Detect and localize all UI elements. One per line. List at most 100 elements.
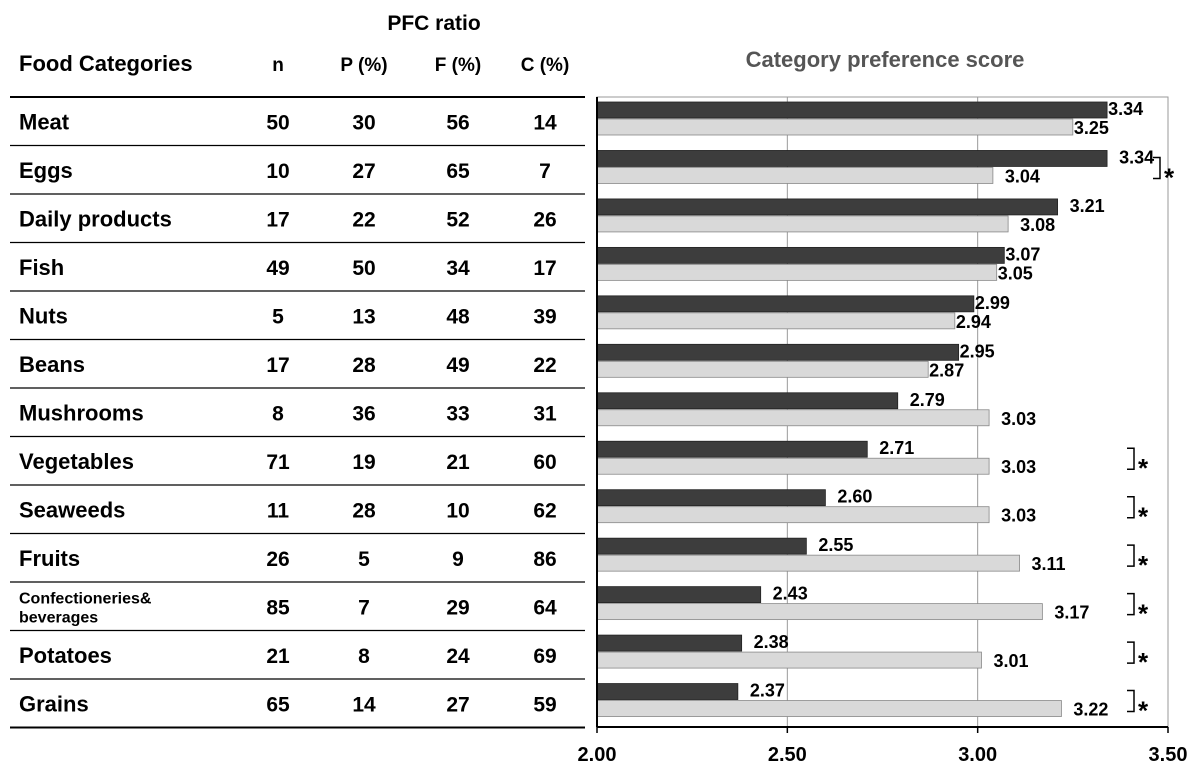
- significance-bracket: [1127, 641, 1135, 664]
- significance-bracket: [1127, 544, 1135, 567]
- bar-group: 2.71 3.03 *: [596, 438, 1149, 483]
- row-value-c: 26: [533, 208, 556, 231]
- row-value-n: 49: [266, 257, 289, 280]
- bar-series-2: [596, 312, 956, 330]
- row-value-f: 48: [446, 305, 470, 328]
- bar-label-series-2: 2.87: [929, 360, 964, 380]
- row-category-label: Mushrooms: [19, 400, 144, 425]
- significance-marker: *: [1138, 453, 1149, 483]
- row-value-p: 7: [358, 596, 370, 619]
- table-row: Vegetables 71 19 21 60: [19, 449, 557, 474]
- row-value-p: 27: [352, 160, 375, 183]
- row-value-c: 22: [533, 354, 556, 377]
- table-row: Nuts 5 13 48 39: [19, 303, 557, 328]
- row-category-label: Beans: [19, 352, 85, 377]
- row-category-label: Confectioneries& beverages: [19, 590, 152, 626]
- row-value-n: 10: [266, 160, 289, 183]
- bar-series-1: [596, 440, 868, 458]
- row-value-f: 21: [446, 451, 470, 474]
- bar-label-series-1: 2.79: [910, 390, 945, 410]
- table-row: Seaweeds 11 28 10 62: [19, 497, 557, 522]
- bar-label-series-2: 3.22: [1073, 700, 1108, 720]
- bar-series-2: [596, 506, 990, 524]
- row-value-c: 14: [533, 111, 557, 134]
- row-value-c: 7: [539, 160, 551, 183]
- row-category-label: Eggs: [19, 158, 73, 183]
- bar-label-series-1: 3.34: [1119, 147, 1154, 167]
- row-value-n: 71: [266, 451, 290, 474]
- table-row: Eggs 10 27 65 7: [19, 158, 551, 183]
- significance-bracket: [1153, 156, 1161, 180]
- row-value-p: 8: [358, 645, 370, 668]
- row-value-c: 59: [533, 693, 556, 716]
- row-category-label: Fish: [19, 255, 64, 280]
- bar-group: 2.992.94: [596, 293, 1010, 332]
- row-value-n: 65: [266, 693, 290, 716]
- row-value-n: 85: [266, 596, 290, 619]
- bar-series-2: [596, 263, 998, 281]
- bar-label-series-1: 2.95: [960, 341, 995, 361]
- chart-axes: 2.00 2.50 3.00 3.50: [578, 97, 1188, 766]
- table-row: Potatoes 21 8 24 69: [19, 643, 557, 668]
- table-row: Confectioneries& beverages 85 7 29 64: [19, 590, 557, 626]
- significance-marker: *: [1138, 599, 1149, 629]
- bar-group: 3.34 3.04 *: [596, 147, 1175, 192]
- row-value-c: 86: [533, 548, 556, 571]
- bar-group: 2.38 3.01 *: [596, 632, 1149, 677]
- bar-series-1: [596, 683, 739, 700]
- row-value-f: 65: [446, 160, 470, 183]
- significance-marker: *: [1164, 162, 1175, 192]
- row-category-label: Seaweeds: [19, 497, 125, 522]
- table-row: Fish 49 50 34 17: [19, 255, 557, 280]
- bar-group: 3.343.25: [596, 99, 1143, 138]
- significance-bracket: [1127, 592, 1135, 616]
- bar-label-series-1: 2.43: [773, 584, 808, 604]
- significance-bracket: [1127, 447, 1135, 470]
- row-value-p: 28: [352, 354, 376, 377]
- row-value-f: 9: [452, 548, 464, 571]
- row-value-f: 49: [446, 354, 469, 377]
- table-body: Meat 50 30 56 14 Eggs 10 27 65 7 Daily products 17 2…: [10, 96, 585, 729]
- bar-series-2: [596, 167, 994, 184]
- bar-series-2: [596, 554, 1020, 572]
- row-value-p: 14: [352, 693, 376, 716]
- row-value-p: 30: [352, 111, 375, 134]
- row-value-n: 8: [272, 402, 284, 425]
- bar-series-2: [596, 700, 1062, 717]
- row-value-n: 50: [266, 111, 289, 134]
- row-value-p: 36: [352, 402, 375, 425]
- bar-group: 2.60 3.03 *: [596, 487, 1149, 532]
- bar-label-series-1: 3.07: [1005, 244, 1040, 264]
- bar-label-series-2: 3.17: [1054, 603, 1089, 623]
- bar-series-1: [596, 295, 975, 313]
- bar-label-series-2: 3.03: [1001, 457, 1036, 477]
- bar-label-series-1: 3.21: [1070, 196, 1105, 216]
- bar-series-2: [596, 118, 1074, 136]
- table-row: Mushrooms 8 36 33 31: [19, 400, 557, 425]
- col-header-c: C (%): [521, 55, 570, 76]
- row-value-c: 31: [533, 402, 557, 425]
- significance-marker: *: [1138, 696, 1149, 726]
- bar-series-1: [596, 343, 960, 361]
- row-category-label: Meat: [19, 109, 70, 134]
- bar-group: 2.43 3.17 *: [596, 584, 1149, 629]
- row-value-f: 27: [446, 693, 469, 716]
- row-value-n: 5: [272, 305, 284, 328]
- row-category-label: Daily products: [19, 206, 172, 231]
- chart-bars: 3.343.253.343.04 *3.213.083.073.052.992.9…: [596, 99, 1175, 726]
- row-value-p: 5: [358, 548, 370, 571]
- bar-series-1: [596, 586, 762, 604]
- bar-label-series-1: 2.55: [818, 535, 853, 555]
- significance-marker: *: [1138, 550, 1149, 580]
- x-tick-label: 3.50: [1149, 744, 1188, 766]
- row-category-label: Grains: [19, 691, 89, 716]
- bar-label-series-1: 2.60: [837, 487, 872, 507]
- row-value-f: 24: [446, 645, 470, 668]
- table-row: Meat 50 30 56 14: [19, 109, 557, 134]
- row-value-p: 13: [352, 305, 375, 328]
- bar-series-2: [596, 360, 929, 378]
- bar-group: 2.37 3.22 *: [596, 681, 1149, 726]
- bar-group: 3.073.05: [596, 244, 1040, 283]
